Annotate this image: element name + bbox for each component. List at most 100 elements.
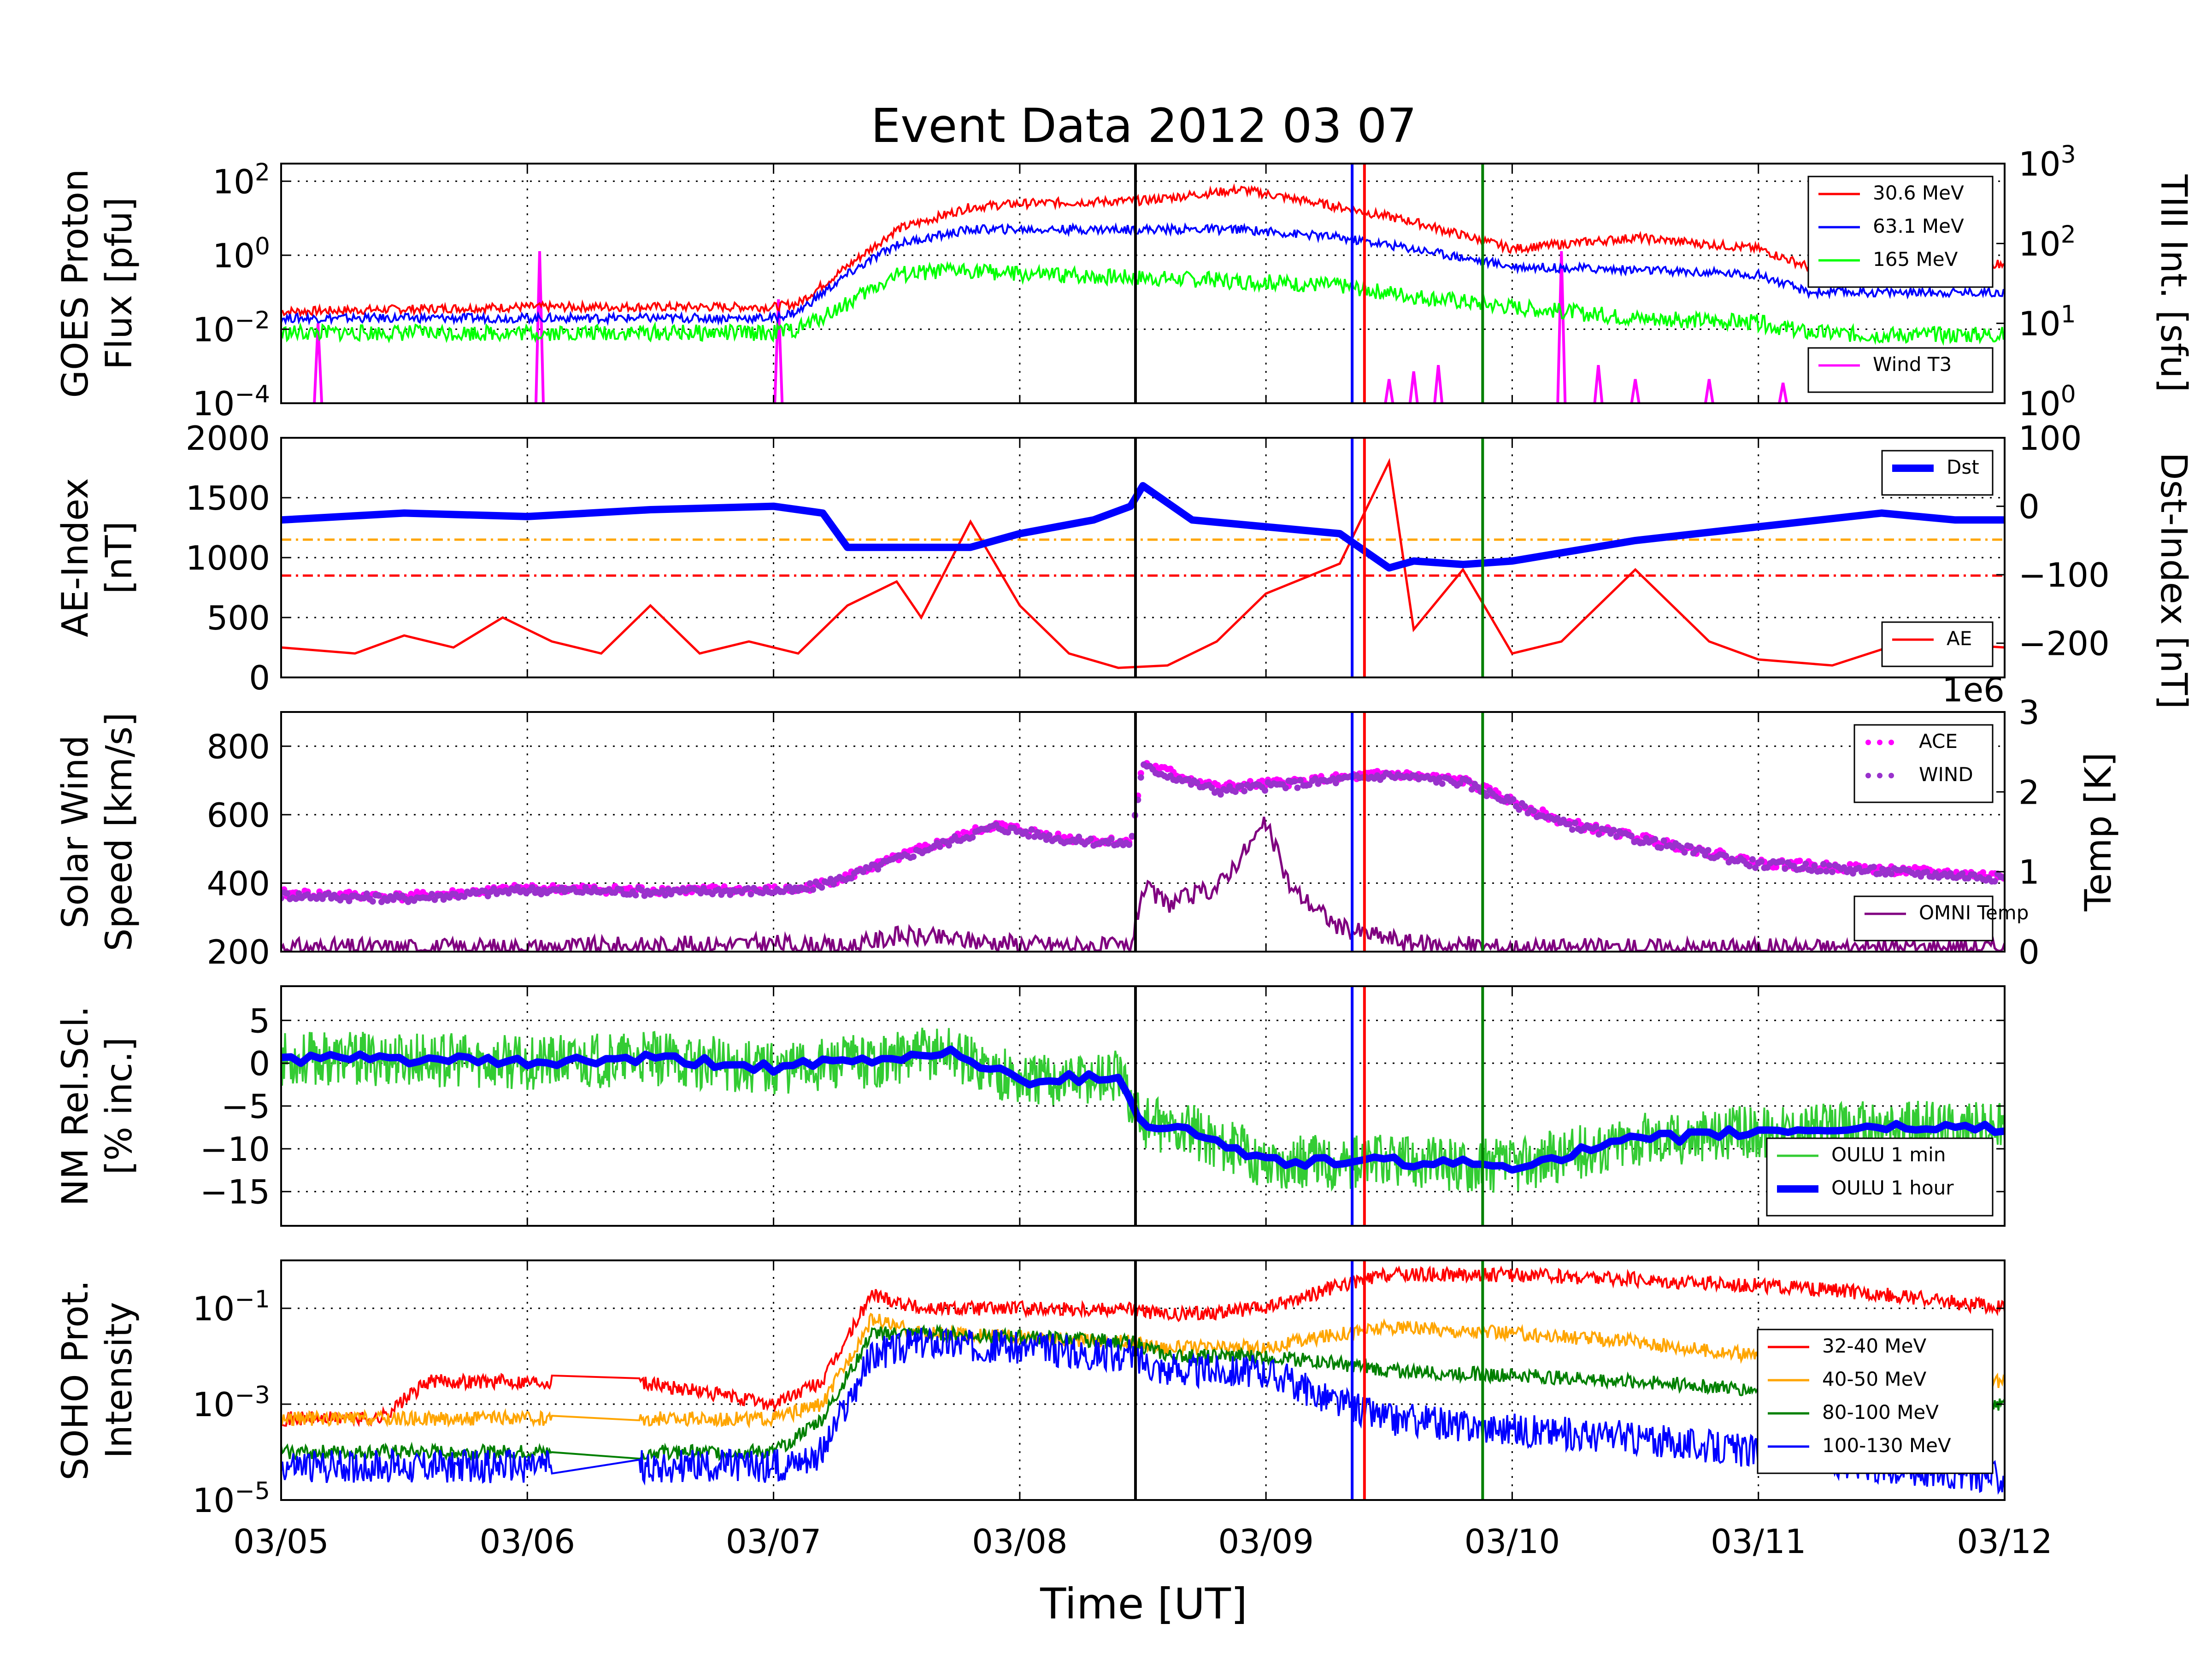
point-wind	[1687, 843, 1694, 850]
y2-axis-label: TIII Int. [sfu]	[2153, 174, 2194, 392]
plot-area	[281, 1265, 2005, 1495]
point-wind	[818, 884, 825, 891]
point-wind	[804, 886, 811, 893]
axes-frame	[280, 163, 2006, 404]
plot-area	[281, 760, 2005, 952]
series-wind-t3-spike	[773, 299, 784, 403]
point-wind	[618, 886, 624, 893]
legend-box	[1766, 1137, 1994, 1217]
point-wind	[1282, 785, 1289, 791]
point-wind	[293, 895, 300, 902]
point-wind	[638, 887, 645, 894]
legend-label: 30.6 MeV	[1873, 182, 1964, 204]
panel-soho: 10−5 10−3 10−1 SOHO Prot. Intensity 32-40 MeV…	[55, 1259, 2006, 1520]
y-tick-label: 0	[249, 1044, 270, 1083]
point-wind	[1991, 878, 1998, 885]
point-ace	[1796, 858, 1803, 864]
y2-axis-label: Temp [K]	[2078, 753, 2119, 912]
point-wind	[1072, 839, 1079, 845]
point-wind	[1808, 867, 1815, 874]
point-wind	[786, 883, 793, 890]
point-wind	[1681, 849, 1688, 856]
y-tick-label: 400	[207, 864, 270, 903]
point-wind	[1802, 860, 1809, 867]
point-wind	[1262, 787, 1268, 794]
point-wind	[1678, 844, 1685, 851]
legend-label: 80-100 MeV	[1822, 1401, 1939, 1424]
point-wind	[514, 883, 521, 890]
y-tick-label: −15	[200, 1173, 270, 1212]
point-wind	[1758, 858, 1765, 865]
point-wind	[1312, 775, 1318, 782]
series-dst	[281, 482, 2005, 572]
point-wind	[1510, 796, 1517, 803]
point-wind	[1829, 869, 1835, 876]
panel-goes: 100 101 102 103 TIII Int. [sfu] 10−4 10−2 100 10…	[55, 141, 2194, 423]
y2-tick-label: −100	[2018, 556, 2110, 594]
point-wind	[1888, 871, 1895, 877]
legend-swatch	[1865, 740, 1871, 745]
y2-tick-label: 3	[2018, 693, 2040, 732]
y-tick-label: 800	[207, 727, 270, 766]
series-165-MeV	[281, 261, 2005, 346]
y-tick-label: 10−3	[193, 1382, 270, 1424]
point-wind	[283, 890, 290, 897]
y2-tick-label: 0	[2018, 488, 2040, 526]
point-ace	[1980, 869, 1986, 876]
legend-box	[1807, 347, 1994, 393]
point-wind	[1516, 806, 1523, 813]
series-wind-t3-spike	[1704, 379, 1714, 403]
legend-label: OULU 1 hour	[1831, 1177, 1954, 1199]
legend-label: 32-40 MeV	[1822, 1335, 1926, 1357]
point-wind	[665, 886, 671, 893]
series-ace	[281, 760, 2005, 904]
point-wind	[1628, 833, 1635, 840]
point-wind	[662, 892, 669, 899]
point-wind	[910, 853, 917, 860]
point-wind	[860, 869, 867, 876]
x-tick-label: 03/10	[1465, 1522, 1560, 1561]
y2-axis-label: Dst-Index [nT]	[2153, 453, 2194, 709]
point-wind	[1569, 826, 1576, 833]
axes-frame	[280, 1259, 2006, 1501]
legend: 30.6 MeV 63.1 MeV 165 MeV Wind T3	[1807, 176, 1994, 393]
legend-label: Dst	[1947, 456, 1979, 478]
point-wind	[1826, 862, 1833, 869]
series-wind-t3-spike	[1433, 365, 1444, 403]
series-ae	[281, 458, 2005, 669]
x-tick-label: 03/09	[1218, 1522, 1314, 1561]
y-axis-label: Flux [pfu]	[99, 197, 140, 370]
legend: 32-40 MeV 40-50 MeV 80-100 MeV 100-130 MeV	[1757, 1329, 1994, 1474]
y2-tick-label: 1	[2018, 853, 2040, 892]
legend-label: OMNI Temp	[1919, 901, 2029, 924]
point-wind	[579, 889, 586, 896]
point-wind	[490, 885, 497, 892]
y2-tick-label: 100	[2018, 419, 2082, 458]
point-wind	[1876, 870, 1883, 877]
point-wind	[1483, 793, 1490, 800]
y-axis-label: [nT]	[99, 521, 140, 594]
series-wind-t3-spike	[1630, 379, 1641, 403]
point-wind	[1126, 841, 1133, 848]
legend-label: AE	[1947, 627, 1972, 650]
x-tick-label: 03/07	[726, 1522, 822, 1561]
point-wind	[936, 843, 943, 850]
legend-box	[1853, 895, 1994, 941]
point-wind	[969, 834, 976, 841]
point-wind	[1028, 826, 1035, 833]
series-wind-t3-spike	[1384, 379, 1394, 403]
point-wind	[806, 880, 813, 887]
legend-label: Wind T3	[1873, 353, 1952, 376]
plot-area	[281, 1028, 2005, 1193]
point-wind	[632, 892, 639, 899]
point-wind	[1879, 865, 1886, 872]
point-ace	[1773, 864, 1780, 871]
series-wind-t3-spike	[1593, 365, 1604, 403]
point-wind	[1522, 803, 1529, 810]
point-wind	[1613, 833, 1620, 840]
point-wind	[1241, 788, 1248, 794]
point-wind	[745, 885, 751, 892]
point-wind	[759, 890, 766, 897]
legend-box	[1757, 1329, 1994, 1474]
